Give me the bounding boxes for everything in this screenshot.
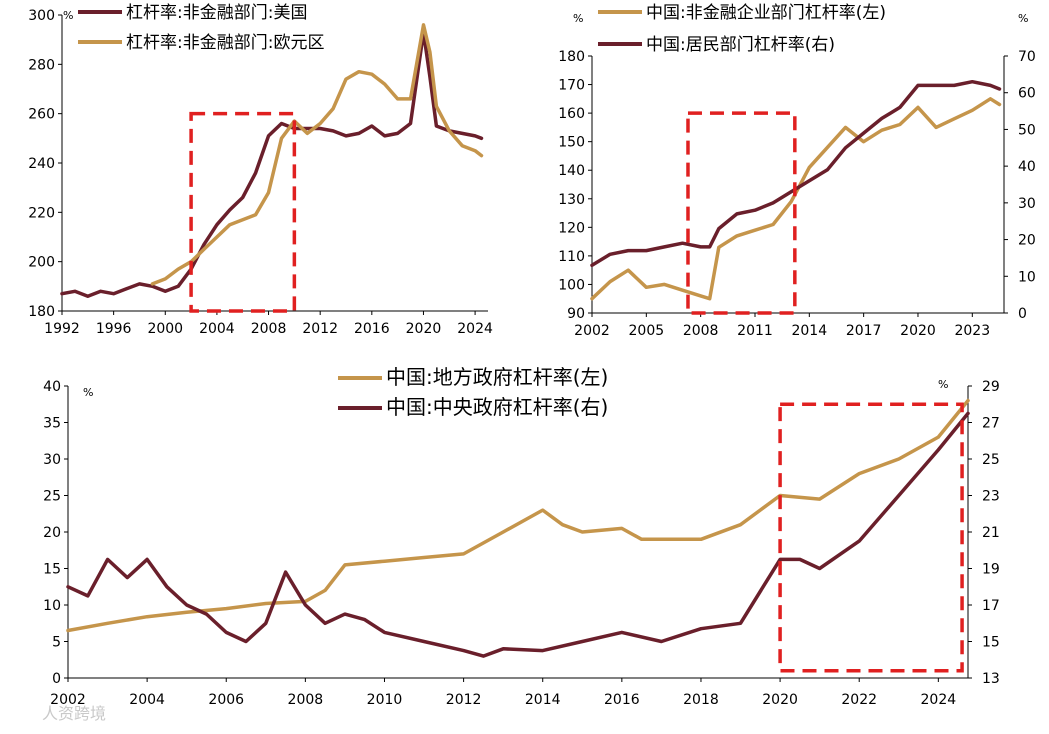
y-tick-label-right: 23 xyxy=(982,489,1000,505)
chart-china-government: 0 5 10 15 20 25 30 35 40 13 15 17 19 21 23 25 27 29 2002 20… xyxy=(43,365,1000,708)
x-tick-label: 2016 xyxy=(354,321,390,337)
x-tick-label: 2006 xyxy=(208,692,244,708)
series-line-2 xyxy=(66,411,970,658)
y-tick-label-left: 25 xyxy=(43,489,61,505)
highlight-box xyxy=(189,111,297,313)
x-tick-label: 2014 xyxy=(791,323,827,339)
x-tick-label: 2022 xyxy=(841,692,877,708)
x-tick-label: 2020 xyxy=(762,692,798,708)
x-tick-label: 2012 xyxy=(302,321,338,337)
y-tick-label-left: 180 xyxy=(28,304,55,320)
y-tick-label-left: 40 xyxy=(43,379,61,395)
x-tick-label: 2000 xyxy=(147,321,183,337)
y-tick-label-left: 0 xyxy=(52,671,61,687)
y-tick-label-right: 60 xyxy=(1018,86,1036,102)
y-tick-label-left: 220 xyxy=(28,205,55,221)
x-tick-label: 2017 xyxy=(846,323,882,339)
x-tick-label: 2012 xyxy=(446,692,482,708)
x-tick-label: 2024 xyxy=(921,692,957,708)
y-tick-label-right: 20 xyxy=(1018,233,1036,249)
y-tick-label-right: 27 xyxy=(982,416,1000,432)
x-tick-label: 2008 xyxy=(288,692,324,708)
series-line-1 xyxy=(60,30,484,298)
y-tick-label-right: 21 xyxy=(982,525,1000,541)
y-tick-label-left: 160 xyxy=(558,106,585,122)
x-tick-label: 2010 xyxy=(367,692,403,708)
series-line-2 xyxy=(150,23,484,286)
x-tick-label: 2004 xyxy=(129,692,165,708)
unit-label-right: % xyxy=(1018,12,1028,25)
x-tick-label: 2020 xyxy=(406,321,442,337)
legend-label-2: 中国:中央政府杠杆率(右) xyxy=(386,395,608,419)
y-tick-label-left: 260 xyxy=(28,107,55,123)
watermark: 人资跨境 xyxy=(42,704,106,723)
x-tick-label: 2008 xyxy=(683,323,719,339)
legend-label-2: 中国:居民部门杠杆率(右) xyxy=(646,35,835,55)
x-tick-label: 2004 xyxy=(199,321,235,337)
x-tick-label: 2020 xyxy=(900,323,936,339)
y-tick-label-right: 40 xyxy=(1018,159,1036,175)
x-tick-label: 2002 xyxy=(574,323,610,339)
unit-label-left: % xyxy=(83,386,93,399)
y-tick-label-left: 170 xyxy=(558,78,585,94)
x-tick-label: 2018 xyxy=(683,692,719,708)
y-tick-label-left: 280 xyxy=(28,57,55,73)
x-tick-label: 2014 xyxy=(525,692,561,708)
unit-label-left: % xyxy=(573,12,583,25)
y-tick-label-left: 35 xyxy=(43,416,61,432)
y-tick-label-right: 10 xyxy=(1018,269,1036,285)
y-tick-label-left: 30 xyxy=(43,452,61,468)
x-tick-label: 2005 xyxy=(629,323,665,339)
x-tick-label: 1996 xyxy=(96,321,132,337)
unit-label-right: % xyxy=(938,378,948,391)
y-tick-label-right: 13 xyxy=(982,671,1000,687)
y-tick-label-left: 180 xyxy=(558,49,585,65)
y-tick-label-right: 29 xyxy=(982,379,1000,395)
series-line-1 xyxy=(66,398,970,633)
y-tick-label-right: 30 xyxy=(1018,196,1036,212)
x-tick-label: 2024 xyxy=(457,321,493,337)
y-tick-label-left: 20 xyxy=(43,525,61,541)
legend-label-2: 杠杆率:非金融部门:欧元区 xyxy=(126,33,324,53)
y-tick-label-left: 5 xyxy=(52,635,61,651)
y-tick-label-left: 100 xyxy=(558,277,585,293)
y-tick-label-left: 200 xyxy=(28,255,55,271)
y-tick-label-left: 240 xyxy=(28,156,55,172)
y-tick-label-right: 50 xyxy=(1018,122,1036,138)
x-tick-label: 2011 xyxy=(737,323,773,339)
y-tick-label-left: 300 xyxy=(28,8,55,24)
x-tick-label: 2008 xyxy=(251,321,287,337)
y-tick-label-left: 120 xyxy=(558,220,585,236)
y-tick-label-right: 19 xyxy=(982,562,1000,578)
y-tick-label-left: 15 xyxy=(43,562,61,578)
legend-label-1: 杠杆率:非金融部门:美国 xyxy=(126,3,307,23)
y-tick-label-left: 140 xyxy=(558,163,585,179)
x-tick-label: 2016 xyxy=(604,692,640,708)
x-tick-label: 1992 xyxy=(44,321,80,337)
chart-china-corporate-household: 90 100 110 120 130 140 150 160 170 180 0 10 20 30 40 50… xyxy=(558,3,1036,339)
highlight-box xyxy=(686,111,797,315)
y-tick-label-left: 90 xyxy=(567,306,585,322)
legend-label-1: 中国:地方政府杠杆率(左) xyxy=(386,365,608,389)
y-tick-label-left: 110 xyxy=(558,249,585,265)
x-tick-label: 2023 xyxy=(954,323,990,339)
highlight-box xyxy=(778,402,964,673)
unit-label-left: % xyxy=(63,9,73,22)
y-tick-label-right: 15 xyxy=(982,635,1000,651)
chart-us-eurozone: 180 200 220 240 260 280 300 1992 1996 2000 2004 200… xyxy=(28,3,493,337)
y-tick-label-right: 25 xyxy=(982,452,1000,468)
y-tick-label-right: 0 xyxy=(1018,306,1027,322)
series-line-2 xyxy=(590,79,1002,268)
series-line-1 xyxy=(590,97,1002,301)
y-tick-label-right: 70 xyxy=(1018,49,1036,65)
y-tick-label-left: 10 xyxy=(43,598,61,614)
x-tick-label: 2002 xyxy=(50,692,86,708)
y-tick-label-left: 150 xyxy=(558,135,585,151)
y-tick-label-right: 17 xyxy=(982,598,1000,614)
y-tick-label-left: 130 xyxy=(558,192,585,208)
legend-label-1: 中国:非金融企业部门杠杆率(左) xyxy=(646,3,886,23)
